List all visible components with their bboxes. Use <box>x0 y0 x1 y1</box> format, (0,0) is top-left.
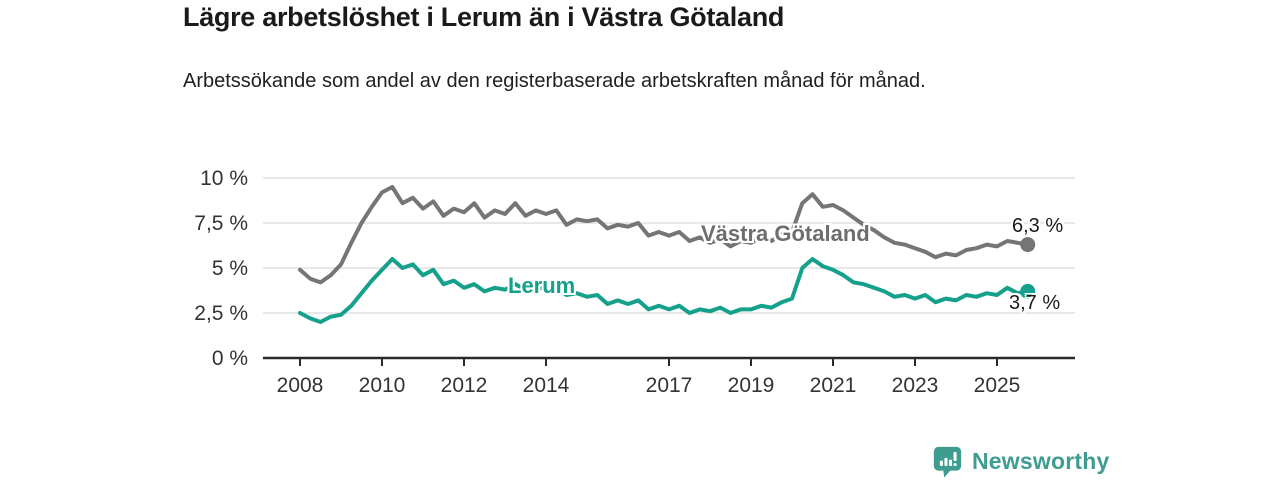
x-axis-tick-label: 2010 <box>359 374 406 397</box>
x-axis-tick-label: 2025 <box>974 374 1021 397</box>
x-axis-tick-label: 2019 <box>728 374 775 397</box>
y-axis-tick-label: 0 % <box>212 347 248 370</box>
x-axis-tick-label: 2012 <box>441 374 488 397</box>
series-end-dot-vastra-gotaland <box>1020 237 1036 253</box>
series-line-vastra-gotaland <box>298 185 1030 285</box>
chart-title: Lägre arbetslöshet i Lerum än i Västra G… <box>183 2 785 32</box>
y-axis-tick-label: 7,5 % <box>194 212 248 235</box>
newsworthy-icon <box>932 445 963 478</box>
y-axis-tick-label: 2,5 % <box>194 302 248 325</box>
newsworthy-wordmark: Newsworthy <box>972 448 1110 474</box>
series-line-lerum <box>298 257 1030 324</box>
series-label-vastra-gotaland: Västra Götaland <box>701 221 870 246</box>
series-label-lerum: Lerum <box>508 273 576 298</box>
series-end-dot-lerum <box>1020 283 1036 299</box>
end-value-lerum: 3,7 % <box>1009 292 1061 314</box>
newsworthy-logo[interactable]: Newsworthy <box>932 445 1109 478</box>
x-axis-tick-label: 2021 <box>810 374 857 397</box>
y-axis-tick-label: 5 % <box>212 257 248 280</box>
x-axis-tick-label: 2008 <box>277 374 324 397</box>
x-axis-tick-label: 2014 <box>523 374 570 397</box>
x-axis-tick-label: 2023 <box>892 374 939 397</box>
end-value-vastra-gotaland: 6,3 % <box>1012 215 1064 237</box>
x-axis-tick-label: 2017 <box>646 374 693 397</box>
chart-subtitle: Arbetssökande som andel av den registerb… <box>183 70 926 92</box>
y-axis-tick-label: 10 % <box>200 167 248 190</box>
